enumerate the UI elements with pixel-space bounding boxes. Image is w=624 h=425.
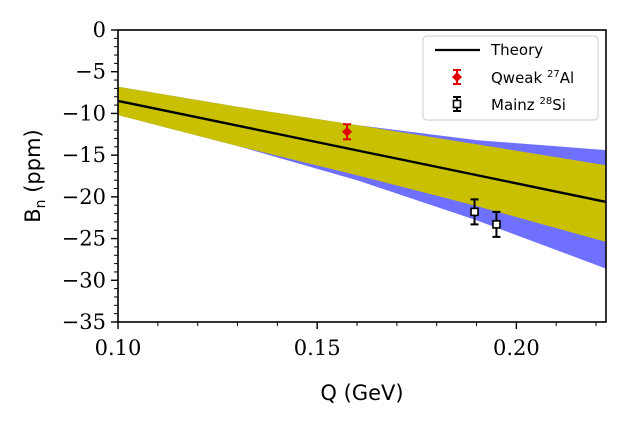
legend-theory-label: Theory	[490, 41, 543, 59]
legend-mainz-label-sup: 28	[539, 96, 552, 107]
mainz-data-point	[470, 207, 479, 217]
y-tick-label: −5	[75, 60, 106, 84]
series-layer	[117, 99, 607, 238]
mainz-data-point	[492, 220, 501, 229]
theory-line	[117, 99, 607, 204]
legend-mainz-label-main: Mainz	[491, 96, 539, 114]
y-tick-label: −35	[62, 310, 106, 334]
legend-qweak-label: Qweak 27Al	[491, 69, 574, 87]
legend-qweak-label-sup: 27	[547, 69, 560, 80]
major-ticks	[111, 29, 518, 329]
y-axis-title-main: B	[21, 208, 45, 222]
y-tick-label: −20	[62, 185, 106, 209]
y-axis-title-unit: (ppm)	[21, 129, 45, 199]
legend-qweak-marker	[452, 72, 462, 82]
y-tick-label: −25	[62, 227, 106, 251]
y-tick-label: 0	[93, 18, 106, 42]
y-axis-title-subscript: n	[33, 199, 49, 208]
legend-mainz-label: Mainz 28Si	[491, 96, 566, 114]
qweak-data-point	[342, 126, 353, 137]
legend-qweak-label-main: Qweak	[491, 69, 547, 87]
x-tick-label: 0.20	[493, 336, 540, 360]
x-tick-label: 0.15	[294, 336, 341, 360]
y-tick-label: −30	[62, 268, 106, 292]
x-axis-title: Q (GeV)	[320, 381, 403, 405]
y-axis-title: Bn (ppm)	[21, 129, 49, 222]
y-tick-label: −15	[62, 143, 106, 167]
legend: Theory Qweak 27Al Mainz 28Si	[422, 35, 599, 121]
legend-qweak-label-tail: Al	[560, 69, 574, 87]
legend-frame	[422, 35, 599, 121]
plot-frame	[117, 29, 607, 323]
y-tick-label: −10	[62, 101, 106, 125]
x-tick-label: 0.10	[95, 336, 142, 360]
legend-mainz-label-tail: Si	[552, 96, 566, 114]
tick-labels: 0.10 0.15 0.20 0 −5 −10 −15 −20 −25 −30 −35	[62, 18, 540, 360]
legend-mainz-marker	[452, 99, 462, 109]
